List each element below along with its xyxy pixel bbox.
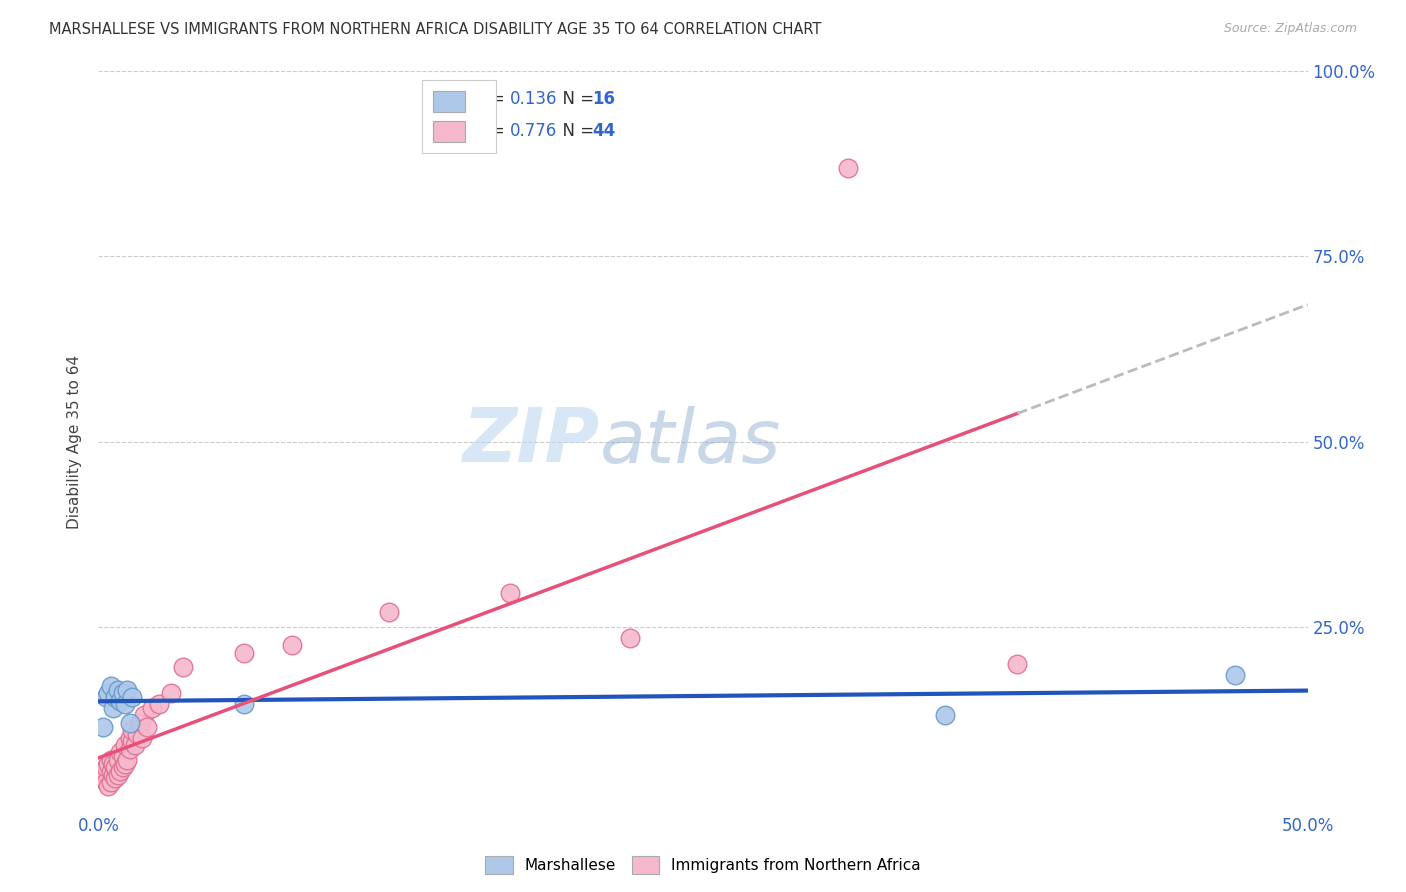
Point	[281, 638, 304, 652]
Text: ZIP: ZIP	[463, 405, 600, 478]
Point	[91, 720, 114, 734]
Legend:  ,  : ,	[422, 80, 496, 153]
Point	[117, 682, 139, 697]
Point	[232, 646, 254, 660]
Text: N =: N =	[551, 122, 599, 140]
Point	[101, 701, 124, 715]
Point	[111, 760, 134, 774]
Text: R =: R =	[474, 122, 510, 140]
Point	[107, 682, 129, 697]
Point	[94, 760, 117, 774]
Point	[107, 767, 129, 781]
Point	[1007, 657, 1029, 671]
Point	[108, 764, 131, 778]
Point	[127, 727, 149, 741]
Legend: Marshallese, Immigrants from Northern Africa: Marshallese, Immigrants from Northern Af…	[479, 850, 927, 880]
Point	[100, 753, 122, 767]
Point	[141, 701, 163, 715]
Point	[118, 741, 141, 756]
Point	[118, 715, 141, 730]
Point	[104, 690, 127, 704]
Point	[160, 686, 183, 700]
Point	[91, 772, 114, 786]
Point	[498, 586, 520, 600]
Y-axis label: Disability Age 35 to 64: Disability Age 35 to 64	[67, 354, 83, 529]
Text: 44: 44	[592, 122, 614, 140]
Point	[100, 775, 122, 789]
Point	[232, 698, 254, 712]
Point	[134, 708, 156, 723]
Text: 0.136: 0.136	[509, 90, 557, 108]
Point	[97, 686, 120, 700]
Point	[114, 698, 136, 712]
Point	[94, 690, 117, 704]
Point	[107, 753, 129, 767]
Point	[131, 731, 153, 745]
Point	[121, 734, 143, 748]
Point	[118, 731, 141, 745]
Point	[100, 764, 122, 778]
Point	[94, 775, 117, 789]
Point	[619, 631, 641, 645]
Point	[377, 605, 399, 619]
Point	[101, 756, 124, 771]
Point	[172, 660, 194, 674]
Point	[90, 767, 112, 781]
Point	[121, 723, 143, 738]
Point	[97, 756, 120, 771]
Point	[100, 679, 122, 693]
Text: N =: N =	[551, 90, 599, 108]
Point	[135, 720, 157, 734]
Point	[837, 161, 859, 175]
Text: R =: R =	[474, 90, 510, 108]
Point	[121, 690, 143, 704]
Point	[108, 694, 131, 708]
Point	[114, 738, 136, 752]
Text: atlas: atlas	[600, 406, 782, 477]
Point	[934, 708, 956, 723]
Text: 0.776: 0.776	[509, 122, 557, 140]
Point	[111, 749, 134, 764]
Point	[114, 756, 136, 771]
Text: Source: ZipAtlas.com: Source: ZipAtlas.com	[1223, 22, 1357, 36]
Point	[117, 753, 139, 767]
Point	[108, 746, 131, 760]
Text: 16: 16	[592, 90, 614, 108]
Point	[91, 764, 114, 778]
Text: MARSHALLESE VS IMMIGRANTS FROM NORTHERN AFRICA DISABILITY AGE 35 TO 64 CORRELATI: MARSHALLESE VS IMMIGRANTS FROM NORTHERN …	[49, 22, 821, 37]
Point	[128, 715, 150, 730]
Point	[97, 779, 120, 793]
Point	[111, 686, 134, 700]
Point	[1223, 667, 1246, 681]
Point	[148, 698, 170, 712]
Point	[124, 738, 146, 752]
Point	[104, 760, 127, 774]
Point	[104, 772, 127, 786]
Point	[101, 767, 124, 781]
